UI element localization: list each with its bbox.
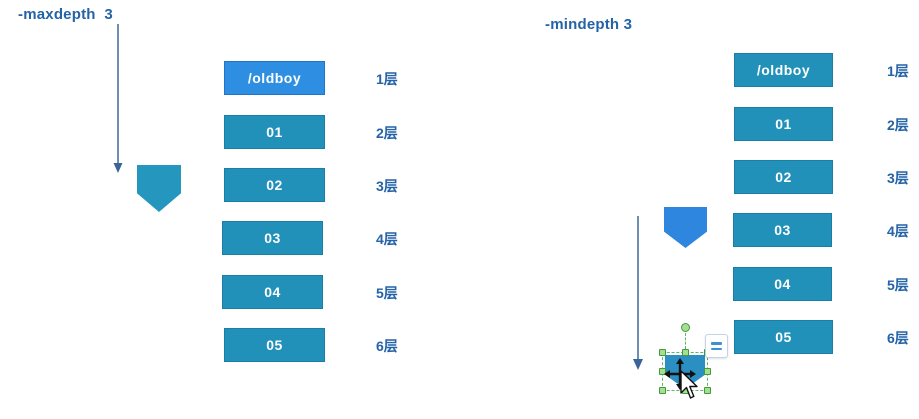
depth-label-4-left: 4层: [376, 231, 398, 247]
pentagon-shape-right[interactable]: [664, 207, 707, 248]
dir-box-oldboy-left[interactable]: /oldboy: [224, 61, 325, 95]
depth-label-6-left: 6层: [376, 338, 398, 354]
rotation-handle[interactable]: [681, 323, 690, 332]
dir-box-03-right[interactable]: 03: [733, 213, 832, 247]
dir-box-03-left[interactable]: 03: [222, 221, 323, 255]
down-arrow-icon: [633, 216, 643, 370]
down-arrow-icon: [113, 24, 123, 173]
rotation-connector-line: [685, 333, 686, 349]
shape-menu-button[interactable]: [705, 334, 728, 358]
selected-pentagon-shape[interactable]: [665, 355, 705, 389]
shape-selection-bounding-box[interactable]: [659, 323, 711, 394]
depth-label-3-left: 3层: [376, 178, 398, 194]
maxdepth-title: -maxdepth 3: [18, 6, 113, 23]
depth-label-2-left: 2层: [376, 125, 398, 141]
depth-label-3-right: 3层: [887, 170, 909, 186]
selection-handle-se[interactable]: [704, 387, 711, 394]
dir-box-04-left[interactable]: 04: [222, 275, 323, 309]
dir-box-04-right[interactable]: 04: [733, 267, 832, 301]
depth-label-4-right: 4层: [887, 223, 909, 239]
depth-label-1-right: 1层: [887, 63, 909, 79]
selection-handle-n[interactable]: [682, 349, 689, 356]
dir-box-oldboy-right[interactable]: /oldboy: [734, 53, 833, 87]
dir-box-02-left[interactable]: 02: [224, 168, 325, 202]
depth-label-2-right: 2层: [887, 117, 909, 133]
dir-box-05-right[interactable]: 05: [734, 320, 833, 354]
depth-label-5-right: 5层: [887, 277, 909, 293]
pentagon-shape-left[interactable]: [137, 165, 181, 212]
dir-box-01-left[interactable]: 01: [224, 115, 325, 149]
mindepth-title: -mindepth 3: [545, 16, 633, 33]
depth-label-1-left: 1层: [376, 71, 398, 87]
selection-handle-s[interactable]: [682, 387, 689, 394]
dir-box-05-left[interactable]: 05: [224, 328, 325, 362]
selection-handle-nw[interactable]: [659, 349, 666, 356]
selection-handle-e[interactable]: [704, 368, 711, 375]
selection-handle-w[interactable]: [659, 368, 666, 375]
dir-box-02-right[interactable]: 02: [734, 160, 833, 194]
selection-handle-sw[interactable]: [659, 387, 666, 394]
depth-label-6-right: 6层: [887, 330, 909, 346]
dir-box-01-right[interactable]: 01: [734, 107, 833, 141]
depth-label-5-left: 5层: [376, 285, 398, 301]
